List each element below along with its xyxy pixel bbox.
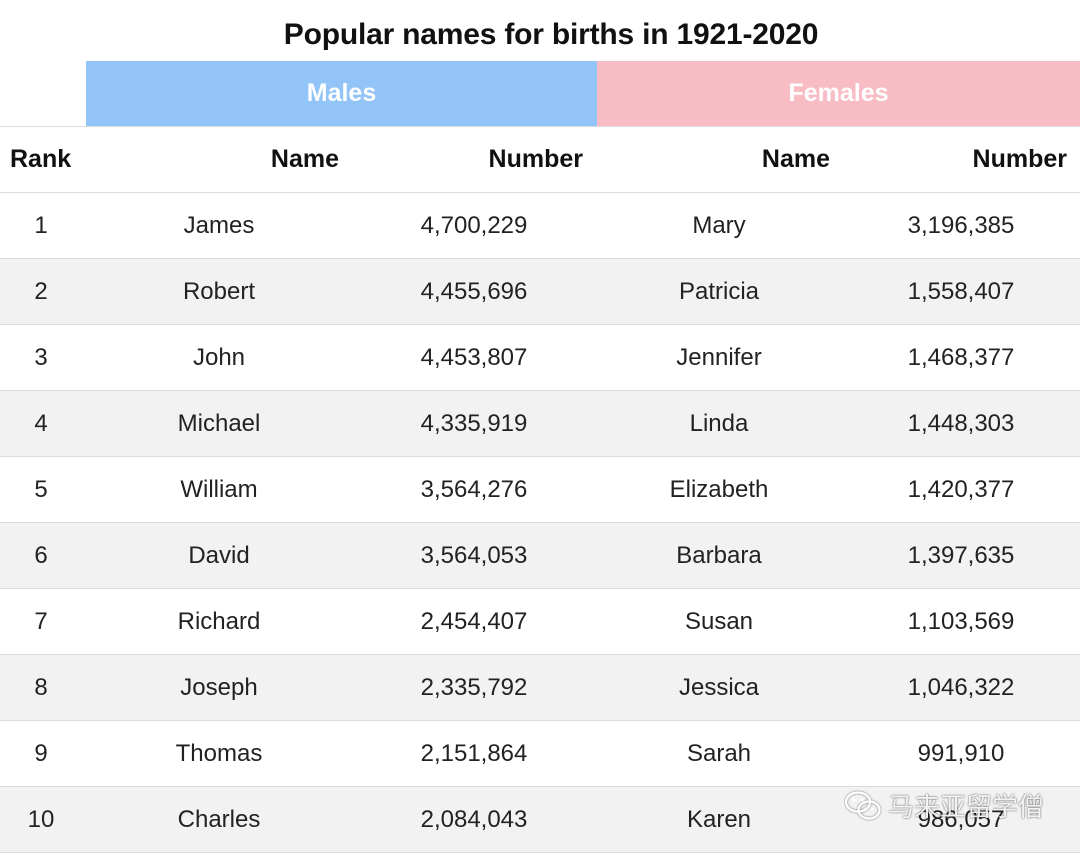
male-number-column-header: Number (488, 145, 583, 173)
rank-cell: 5 (34, 475, 48, 503)
names-table-body: 1 James 4,700,229 Mary 3,196,385 2 Rober… (0, 193, 1080, 853)
male-name-cell: James (183, 211, 255, 239)
male-name-column-header: Name (270, 145, 339, 173)
male-number-cell: 3,564,053 (420, 541, 528, 569)
male-name-cell: Joseph (180, 673, 258, 701)
female-number-cell: 986,057 (917, 805, 1005, 833)
rank-cell: 2 (34, 277, 48, 305)
male-name-cell: Charles (177, 805, 261, 833)
male-name-cell: Michael (177, 409, 261, 437)
male-name-cell: Robert (182, 277, 256, 305)
page-title: Popular names for births in 1921-2020 (283, 18, 819, 51)
female-number-column-header: Number (972, 145, 1067, 173)
male-number-cell: 4,453,807 (420, 343, 528, 371)
female-name-cell: Linda (689, 409, 749, 437)
rank-cell: 6 (34, 541, 48, 569)
female-number-cell: 3,196,385 (907, 211, 1015, 239)
female-name-cell: Jennifer (676, 343, 762, 371)
rank-cell: 10 (27, 805, 55, 833)
rank-cell: 3 (34, 343, 48, 371)
female-name-cell: Susan (684, 607, 754, 635)
watermark-text: 马来亚留学僧 (887, 793, 1044, 823)
female-name-column-header: Name (761, 145, 830, 173)
table-row: 4 Michael 4,335,919 Linda 1,448,303 (0, 391, 1080, 457)
table-row: 5 William 3,564,276 Elizabeth 1,420,377 (0, 457, 1080, 523)
female-name-cell: Patricia (678, 277, 760, 305)
female-number-cell: 1,397,635 (907, 541, 1015, 569)
male-name-cell: John (192, 343, 246, 371)
male-name-cell: William (180, 475, 258, 503)
rank-cell: 4 (34, 409, 48, 437)
female-name-cell: Mary (692, 211, 746, 239)
wechat-icon (844, 790, 882, 822)
female-number-cell: 991,910 (917, 739, 1005, 767)
male-number-cell: 2,084,043 (420, 805, 528, 833)
male-number-cell: 4,335,919 (420, 409, 528, 437)
male-number-cell: 2,454,407 (420, 607, 528, 635)
table-row: 6 David 3,564,053 Barbara 1,397,635 (0, 523, 1080, 589)
male-name-cell: David (188, 541, 250, 569)
male-name-cell: Thomas (175, 739, 263, 767)
table-row: 10 Charles 2,084,043 Karen 986,057 (0, 787, 1080, 853)
female-number-cell: 1,420,377 (907, 475, 1015, 503)
rank-cell: 8 (34, 673, 48, 701)
rank-cell: 7 (34, 607, 48, 635)
table-row: 1 James 4,700,229 Mary 3,196,385 (0, 193, 1080, 259)
male-number-cell: 4,455,696 (420, 277, 528, 305)
females-group-header: Females (597, 61, 1080, 126)
table-row: 8 Joseph 2,335,792 Jessica 1,046,322 (0, 655, 1080, 721)
table-row: 7 Richard 2,454,407 Susan 1,103,569 (0, 589, 1080, 655)
male-number-cell: 2,151,864 (420, 739, 528, 767)
rank-cell: 9 (34, 739, 48, 767)
male-number-cell: 4,700,229 (420, 211, 528, 239)
female-number-cell: 1,468,377 (907, 343, 1015, 371)
table-row: 3 John 4,453,807 Jennifer 1,468,377 (0, 325, 1080, 391)
group-header-row: Males Females (0, 61, 1080, 126)
divider (0, 192, 1080, 193)
rank-cell: 1 (34, 211, 48, 239)
female-name-cell: Elizabeth (669, 475, 769, 503)
female-name-cell: Jessica (678, 673, 760, 701)
rank-column-header: Rank (10, 145, 72, 173)
female-name-cell: Karen (686, 805, 752, 833)
female-number-cell: 1,046,322 (907, 673, 1015, 701)
males-group-header: Males (86, 61, 597, 126)
female-number-cell: 1,558,407 (907, 277, 1015, 305)
table-row: 2 Robert 4,455,696 Patricia 1,558,407 (0, 259, 1080, 325)
female-name-cell: Barbara (676, 541, 762, 569)
table-row: 9 Thomas 2,151,864 Sarah 991,910 (0, 721, 1080, 787)
watermark: 马来亚留学僧 (844, 787, 1044, 824)
column-header-row: Rank Name Number Name Number (0, 127, 1080, 192)
male-name-cell: Richard (177, 607, 261, 635)
divider (0, 126, 1080, 127)
male-number-cell: 3,564,276 (420, 475, 528, 503)
female-name-cell: Sarah (686, 739, 752, 767)
female-number-cell: 1,103,569 (907, 607, 1015, 635)
male-number-cell: 2,335,792 (420, 673, 528, 701)
female-number-cell: 1,448,303 (907, 409, 1015, 437)
